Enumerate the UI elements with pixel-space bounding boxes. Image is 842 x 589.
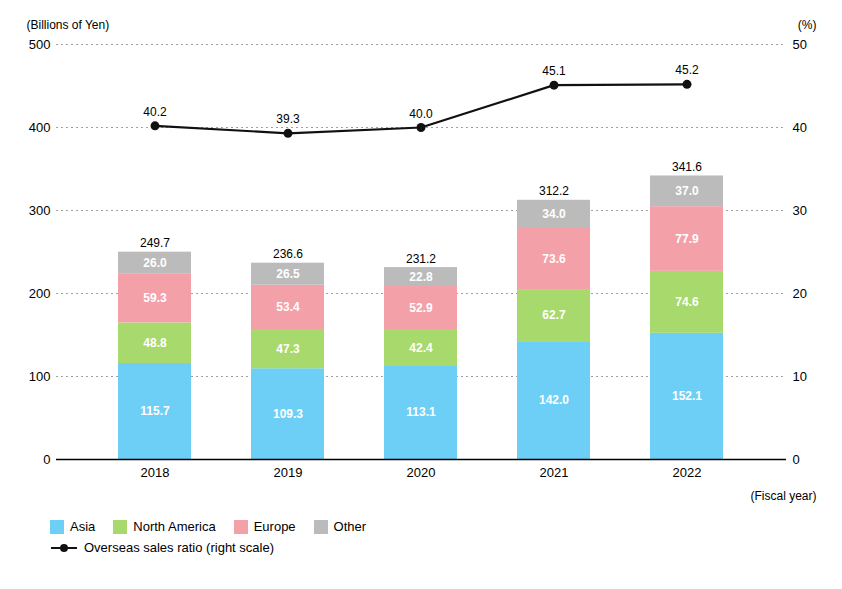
svg-text:113.1: 113.1	[406, 405, 436, 419]
svg-text:236.6: 236.6	[273, 247, 303, 261]
svg-text:20: 20	[793, 286, 807, 301]
svg-text:231.2: 231.2	[406, 252, 436, 266]
svg-text:45.2: 45.2	[675, 63, 699, 77]
svg-text:40.2: 40.2	[143, 105, 167, 119]
svg-text:100: 100	[29, 369, 51, 384]
svg-text:48.8: 48.8	[143, 336, 167, 350]
svg-text:2018: 2018	[141, 465, 170, 480]
svg-text:26.0: 26.0	[143, 256, 167, 270]
svg-text:500: 500	[29, 37, 51, 52]
svg-text:152.1: 152.1	[672, 389, 702, 403]
svg-text:74.6: 74.6	[675, 295, 699, 309]
svg-text:47.3: 47.3	[276, 342, 300, 356]
svg-text:109.3: 109.3	[273, 407, 303, 421]
svg-text:341.6: 341.6	[672, 160, 702, 174]
svg-text:300: 300	[29, 203, 51, 218]
svg-text:77.9: 77.9	[675, 232, 699, 246]
svg-text:2019: 2019	[274, 465, 303, 480]
svg-text:2020: 2020	[407, 465, 436, 480]
svg-text:34.0: 34.0	[542, 207, 566, 221]
html-text:Other: Other	[333, 519, 367, 534]
svg-text:62.7: 62.7	[542, 308, 566, 322]
html-text:Overseas sales ratio (right sc: Overseas sales ratio (right scale)	[84, 540, 274, 555]
svg-text:249.7: 249.7	[140, 236, 170, 250]
html-text:Europe: Europe	[253, 519, 296, 534]
html-text:North America: North America	[133, 519, 216, 534]
svg-text:400: 400	[29, 120, 51, 135]
svg-text:37.0: 37.0	[675, 184, 699, 198]
svg-text:(Billions of Yen): (Billions of Yen)	[27, 18, 110, 32]
svg-text:2022: 2022	[673, 465, 702, 480]
svg-text:(%): (%)	[798, 18, 817, 32]
svg-text:40: 40	[793, 120, 807, 135]
svg-text:22.8: 22.8	[409, 270, 433, 284]
svg-text:45.1: 45.1	[542, 64, 566, 78]
html-text:Asia: Asia	[70, 519, 96, 534]
svg-text:10: 10	[793, 369, 807, 384]
svg-text:39.3: 39.3	[276, 112, 300, 126]
svg-text:312.2: 312.2	[539, 184, 569, 198]
svg-text:42.4: 42.4	[409, 341, 433, 355]
svg-text:30: 30	[793, 203, 807, 218]
svg-text:26.5: 26.5	[276, 267, 300, 281]
svg-text:0: 0	[43, 452, 50, 467]
svg-text:52.9: 52.9	[409, 301, 433, 315]
svg-text:59.3: 59.3	[143, 291, 167, 305]
svg-text:(Fiscal year): (Fiscal year)	[750, 489, 816, 503]
svg-text:142.0: 142.0	[539, 393, 569, 407]
svg-text:40.0: 40.0	[409, 107, 433, 121]
svg-text:2021: 2021	[540, 465, 569, 480]
svg-text:115.7: 115.7	[140, 404, 170, 418]
svg-text:50: 50	[793, 37, 807, 52]
svg-text:53.4: 53.4	[276, 300, 300, 314]
svg-text:200: 200	[29, 286, 51, 301]
svg-text:73.6: 73.6	[542, 252, 566, 266]
svg-text:0: 0	[793, 452, 800, 467]
